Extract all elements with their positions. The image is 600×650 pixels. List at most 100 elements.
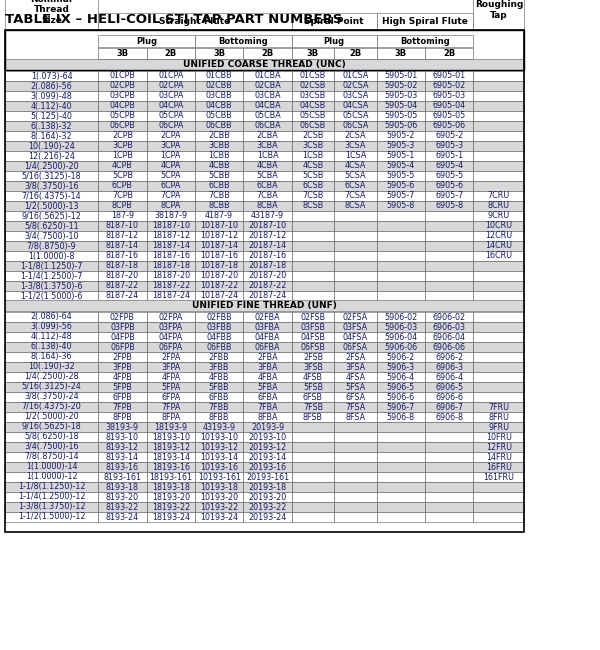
Bar — [146, 91, 195, 101]
Bar — [473, 281, 524, 291]
Text: 2CPA: 2CPA — [161, 131, 181, 140]
Bar — [98, 121, 146, 131]
Bar — [244, 352, 292, 362]
Text: 9/16(.5625)-12: 9/16(.5625)-12 — [22, 211, 82, 220]
Bar — [334, 261, 377, 271]
Bar — [377, 512, 425, 522]
Text: 5905-6: 5905-6 — [387, 181, 415, 190]
Bar — [98, 322, 146, 332]
Text: 5905-02: 5905-02 — [384, 81, 418, 90]
Bar — [292, 171, 334, 181]
Text: 7FPB: 7FPB — [112, 402, 133, 411]
Text: 02CBB: 02CBB — [206, 81, 233, 90]
Text: 02FSA: 02FSA — [343, 313, 368, 322]
Text: 03FPA: 03FPA — [158, 322, 183, 332]
Bar — [98, 512, 146, 522]
Bar — [146, 121, 195, 131]
Bar — [473, 492, 524, 502]
Text: 7CRU: 7CRU — [488, 192, 510, 200]
Bar — [195, 382, 244, 392]
Bar — [334, 442, 377, 452]
Text: 3FSA: 3FSA — [346, 363, 365, 372]
Bar — [473, 392, 524, 402]
Bar — [195, 141, 244, 151]
Bar — [5, 161, 98, 171]
Bar — [473, 462, 524, 472]
Bar — [473, 211, 524, 221]
Text: 6905-5: 6905-5 — [435, 172, 463, 181]
Bar — [292, 392, 334, 402]
Text: 2FPA: 2FPA — [161, 352, 181, 361]
Bar — [244, 502, 292, 512]
Text: 187-9: 187-9 — [111, 211, 134, 220]
Text: 5906-02: 5906-02 — [384, 313, 418, 322]
Text: 8193-161: 8193-161 — [103, 473, 142, 482]
Bar — [334, 402, 377, 412]
Text: 6906-6: 6906-6 — [435, 393, 463, 402]
Text: 10193-20: 10193-20 — [200, 493, 238, 502]
Text: 4CSB: 4CSB — [302, 161, 323, 170]
Text: 06CBB: 06CBB — [206, 122, 232, 131]
Text: 06CSA: 06CSA — [342, 122, 368, 131]
Text: 7/16(.4375)-20: 7/16(.4375)-20 — [22, 402, 82, 411]
Text: 8FPB: 8FPB — [113, 413, 132, 421]
Bar — [377, 211, 425, 221]
Bar — [473, 181, 524, 191]
Bar — [292, 111, 334, 121]
Text: 04CPA: 04CPA — [158, 101, 184, 111]
Bar — [292, 221, 334, 231]
Text: 5905-03: 5905-03 — [384, 92, 418, 101]
Text: 1-1/8(1.1250)-7: 1-1/8(1.1250)-7 — [20, 261, 83, 270]
Text: 04FSB: 04FSB — [301, 333, 325, 341]
Bar — [244, 181, 292, 191]
Bar — [244, 342, 292, 352]
Bar — [146, 101, 195, 111]
Bar — [334, 101, 377, 111]
Text: 6906-06: 6906-06 — [433, 343, 466, 352]
Bar — [377, 111, 425, 121]
Text: 4FPB: 4FPB — [113, 372, 132, 382]
Bar — [5, 312, 98, 322]
Bar — [5, 71, 98, 81]
Text: 8FBA: 8FBA — [257, 413, 278, 421]
Text: 06FSA: 06FSA — [343, 343, 368, 352]
Bar — [195, 322, 244, 332]
Bar — [334, 231, 377, 241]
Text: 04CSA: 04CSA — [342, 101, 368, 111]
Text: 5905-7: 5905-7 — [387, 192, 415, 200]
Bar — [146, 211, 195, 221]
Text: 38187-9: 38187-9 — [154, 211, 187, 220]
Bar — [425, 402, 473, 412]
Bar — [146, 482, 195, 492]
Bar — [425, 221, 473, 231]
Text: 8CBA: 8CBA — [257, 202, 278, 211]
Text: 8187-16: 8187-16 — [106, 252, 139, 261]
Text: 6CBA: 6CBA — [257, 181, 278, 190]
Bar — [5, 402, 98, 412]
Bar — [146, 271, 195, 281]
Text: 01CPB: 01CPB — [109, 72, 136, 81]
Text: 1-3/8(1.3750)-12: 1-3/8(1.3750)-12 — [18, 502, 85, 512]
Bar — [334, 482, 377, 492]
Bar — [146, 352, 195, 362]
Bar — [244, 372, 292, 382]
Text: 8(.164)-32: 8(.164)-32 — [31, 131, 73, 140]
Text: 18187-14: 18187-14 — [152, 242, 190, 250]
Bar — [473, 412, 524, 422]
Text: 18193-14: 18193-14 — [152, 452, 190, 462]
Text: 6FBB: 6FBB — [209, 393, 229, 402]
Bar — [146, 422, 195, 432]
Text: 43187-9: 43187-9 — [251, 211, 284, 220]
Text: 18187-10: 18187-10 — [152, 222, 190, 231]
Bar — [146, 322, 195, 332]
Text: 3FPB: 3FPB — [113, 363, 132, 372]
Bar — [195, 502, 244, 512]
Text: 6CSB: 6CSB — [302, 181, 323, 190]
Text: 6905-3: 6905-3 — [435, 142, 463, 151]
Bar — [244, 362, 292, 372]
Text: 05CBA: 05CBA — [254, 112, 281, 120]
Text: 20193-16: 20193-16 — [248, 463, 287, 471]
Text: 6FPA: 6FPA — [161, 393, 181, 402]
Bar — [377, 48, 425, 59]
Text: 2FSA: 2FSA — [346, 352, 365, 361]
